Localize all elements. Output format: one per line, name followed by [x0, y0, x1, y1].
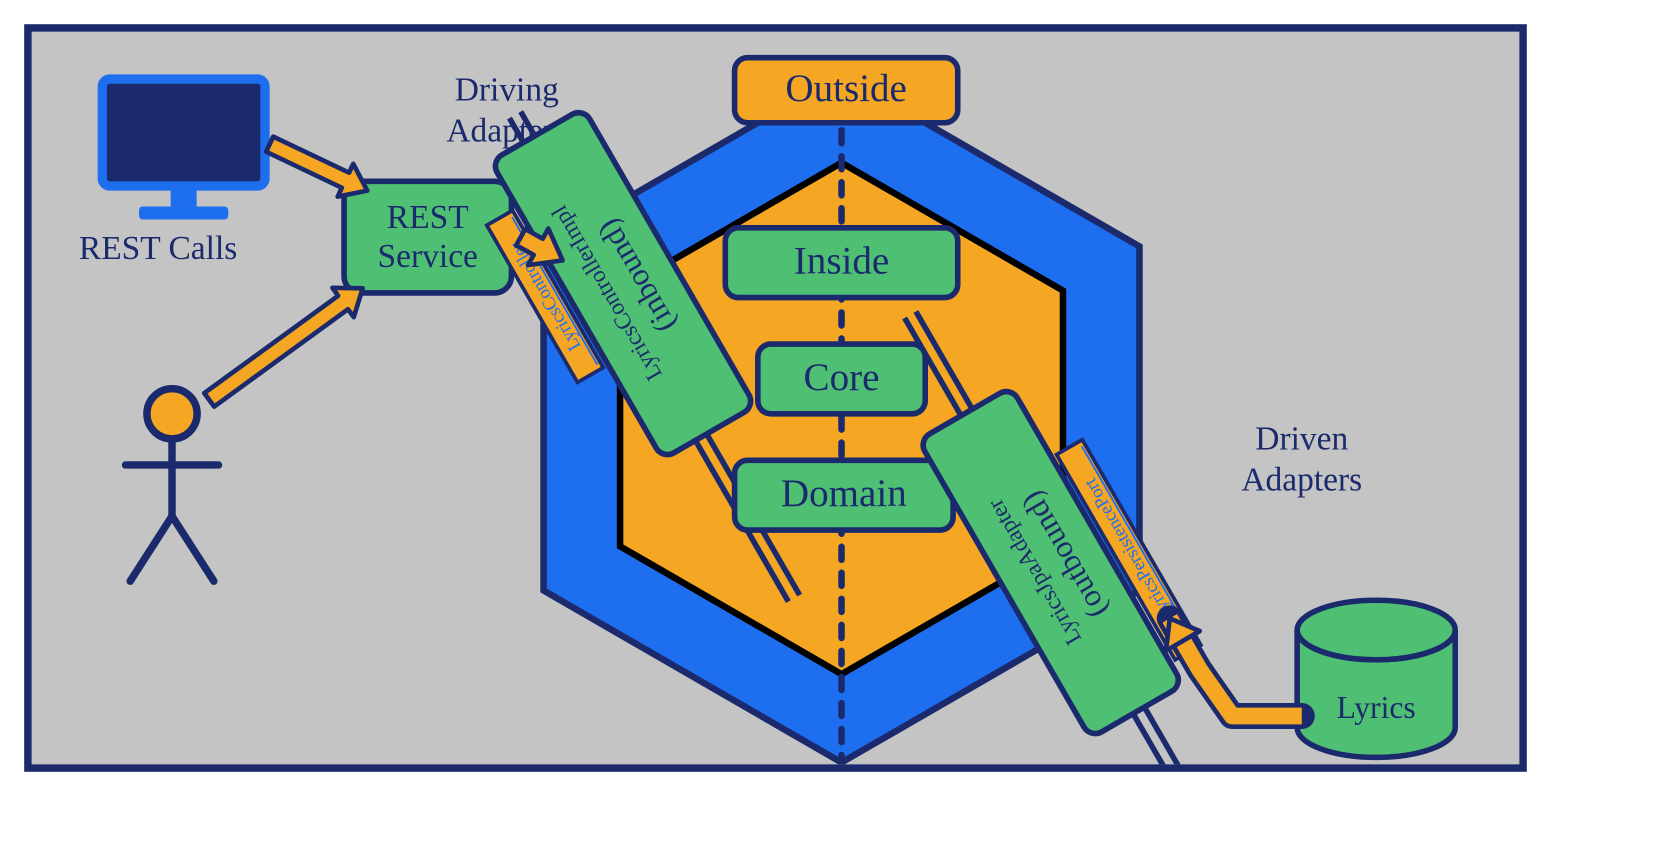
svg-text:Inside: Inside [794, 240, 889, 283]
svg-text:Domain: Domain [781, 472, 907, 515]
svg-text:Driving: Driving [455, 72, 559, 109]
svg-text:Lyrics: Lyrics [1337, 690, 1416, 725]
svg-text:Adapters: Adapters [1241, 461, 1362, 498]
svg-text:Outside: Outside [785, 67, 906, 110]
svg-text:REST Calls: REST Calls [79, 230, 237, 267]
svg-text:Service: Service [378, 238, 478, 275]
svg-text:REST: REST [387, 199, 469, 236]
svg-text:Driven: Driven [1255, 420, 1348, 457]
database-icon: Lyrics [1297, 600, 1455, 757]
rest-service-box [344, 181, 511, 293]
svg-text:Core: Core [804, 356, 880, 399]
